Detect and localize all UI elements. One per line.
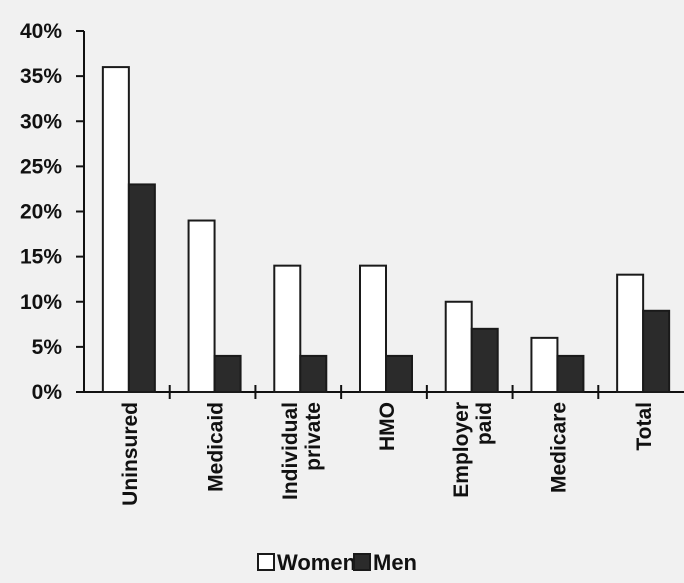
bar-men-6 [642, 309, 671, 393]
bars [101, 66, 671, 394]
bar-men-4 [470, 327, 499, 394]
category-label: Total [633, 402, 656, 451]
y-tick-label: 40% [20, 20, 62, 43]
legend-swatch-women [257, 553, 275, 571]
category-label: Employerpaid [450, 402, 496, 498]
bar-men-1 [213, 354, 242, 393]
y-tick-label: 35% [20, 65, 62, 88]
y-tick-label: 15% [20, 246, 62, 269]
bar-women-4 [444, 300, 473, 393]
bar-men-2 [299, 354, 328, 393]
category-label: Uninsured [119, 402, 142, 506]
bar-men-0 [127, 183, 156, 393]
y-tick-label: 5% [32, 336, 63, 359]
y-tick-label: 25% [20, 155, 62, 178]
y-tick-label: 20% [20, 201, 62, 224]
bar-women-3 [359, 264, 387, 393]
legend: Women Men [257, 550, 417, 575]
y-tick-label: 0% [32, 381, 63, 404]
bar-women-2 [273, 264, 302, 393]
bar-women-1 [187, 219, 216, 393]
y-tick-label: 30% [20, 110, 62, 133]
category-label: HMO [376, 402, 399, 451]
bar-women-0 [101, 66, 130, 393]
legend-swatch-men [353, 553, 371, 571]
bar-men-3 [385, 354, 413, 393]
y-tick-label: 10% [20, 291, 62, 314]
bar-women-5 [530, 336, 559, 394]
category-label: Medicaid [205, 402, 228, 492]
category-label: Individualprivate [279, 402, 325, 500]
category-label: Medicare [547, 402, 570, 493]
legend-label-women: Women [277, 550, 356, 575]
y-axis: 0% 5% 10% 15% 20% 25% 30% 35% 40% [20, 20, 85, 404]
legend-label-men: Men [373, 550, 417, 575]
category-labels: Uninsured Medicaid Individualprivate HMO Emp… [119, 402, 656, 506]
bar-women-6 [616, 273, 645, 393]
bar-men-5 [556, 354, 585, 393]
